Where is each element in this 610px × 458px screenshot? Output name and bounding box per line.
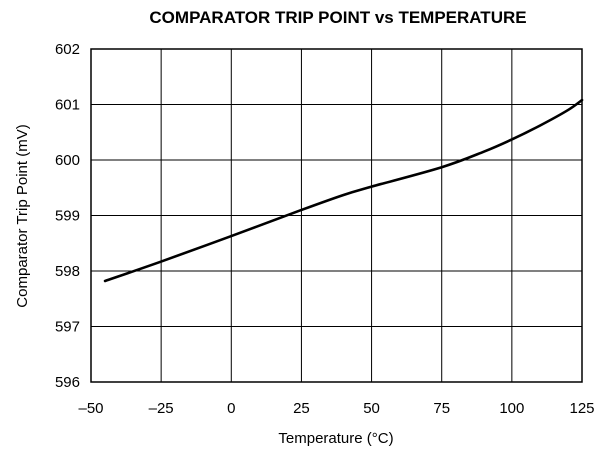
x-tick-label: 125 [569,400,594,417]
y-axis-label: Comparator Trip Point (mV) [14,124,31,307]
y-tick-label: 596 [55,374,80,391]
chart-title: COMPARATOR TRIP POINT vs TEMPERATURE [149,8,526,27]
x-tick-label: 50 [363,400,380,417]
x-tick-label: 25 [293,400,310,417]
x-tick-label: –25 [149,400,174,417]
y-tick-label: 599 [55,208,80,225]
x-tick-label: –50 [78,400,103,417]
x-tick-label: 75 [433,400,450,417]
x-axis-label: Temperature (°C) [278,430,393,447]
y-tick-label: 600 [55,152,80,169]
series-line [103,98,584,283]
y-tick-label: 597 [55,319,80,336]
y-tick-label: 601 [55,97,80,114]
plot-frame [90,48,583,383]
tick-labels: –50 –25 0 25 50 75 100 125 596 597 598 599 600 601 602 [55,41,595,417]
grid-layer [90,48,583,383]
x-tick-label: 0 [227,400,235,417]
y-tick-label: 598 [55,263,80,280]
x-tick-label: 100 [499,400,524,417]
series-layer [103,98,584,283]
y-tick-label: 602 [55,41,80,58]
